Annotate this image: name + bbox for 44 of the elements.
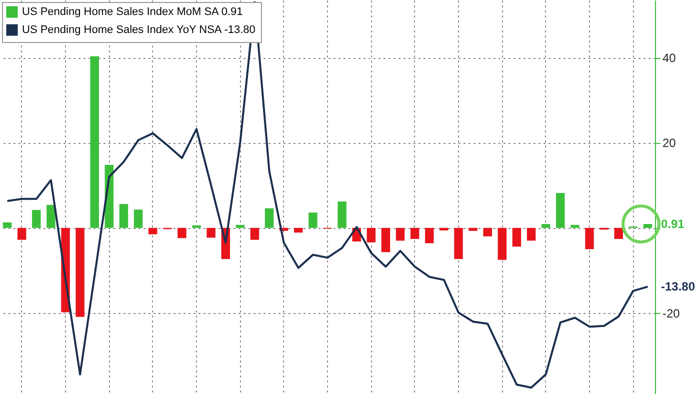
bar xyxy=(381,228,390,252)
bar xyxy=(17,228,26,240)
bar xyxy=(585,228,594,250)
bar xyxy=(264,208,274,228)
bar xyxy=(541,224,550,228)
bar xyxy=(2,222,12,228)
bar xyxy=(178,228,186,238)
bar xyxy=(440,228,448,230)
bar xyxy=(425,228,434,244)
bar xyxy=(556,192,565,228)
bar xyxy=(338,201,346,228)
bar xyxy=(148,228,158,234)
bar xyxy=(294,228,303,233)
legend-label: US Pending Home Sales Index MoM SA 0.91 xyxy=(22,6,243,18)
y-tick-label: -20 xyxy=(662,306,680,321)
bar xyxy=(643,224,652,228)
y-tick-label: 40 xyxy=(662,51,676,66)
bar xyxy=(570,224,580,228)
text: 0.91 xyxy=(661,217,685,232)
bar xyxy=(366,228,376,242)
bar xyxy=(192,225,201,228)
bar xyxy=(454,228,463,259)
bar xyxy=(526,228,536,241)
bar xyxy=(512,228,522,247)
bar xyxy=(32,210,41,228)
bar xyxy=(498,228,507,260)
bar xyxy=(250,228,260,240)
bar xyxy=(308,212,318,228)
bar xyxy=(236,224,245,228)
bar xyxy=(46,204,56,228)
bar xyxy=(76,228,84,317)
legend-label: US Pending Home Sales Index YoY NSA -13.80 xyxy=(22,24,256,36)
y-tick-label: 20 xyxy=(662,136,676,150)
bar xyxy=(483,228,492,236)
bar xyxy=(206,228,216,238)
bar xyxy=(134,210,143,228)
bar xyxy=(119,204,128,228)
bar xyxy=(410,228,420,239)
line-series xyxy=(6,1,649,389)
bar xyxy=(90,56,99,228)
bar xyxy=(468,228,478,231)
bar xyxy=(396,228,405,241)
text: -13.80 xyxy=(661,280,696,294)
bar xyxy=(614,228,623,239)
